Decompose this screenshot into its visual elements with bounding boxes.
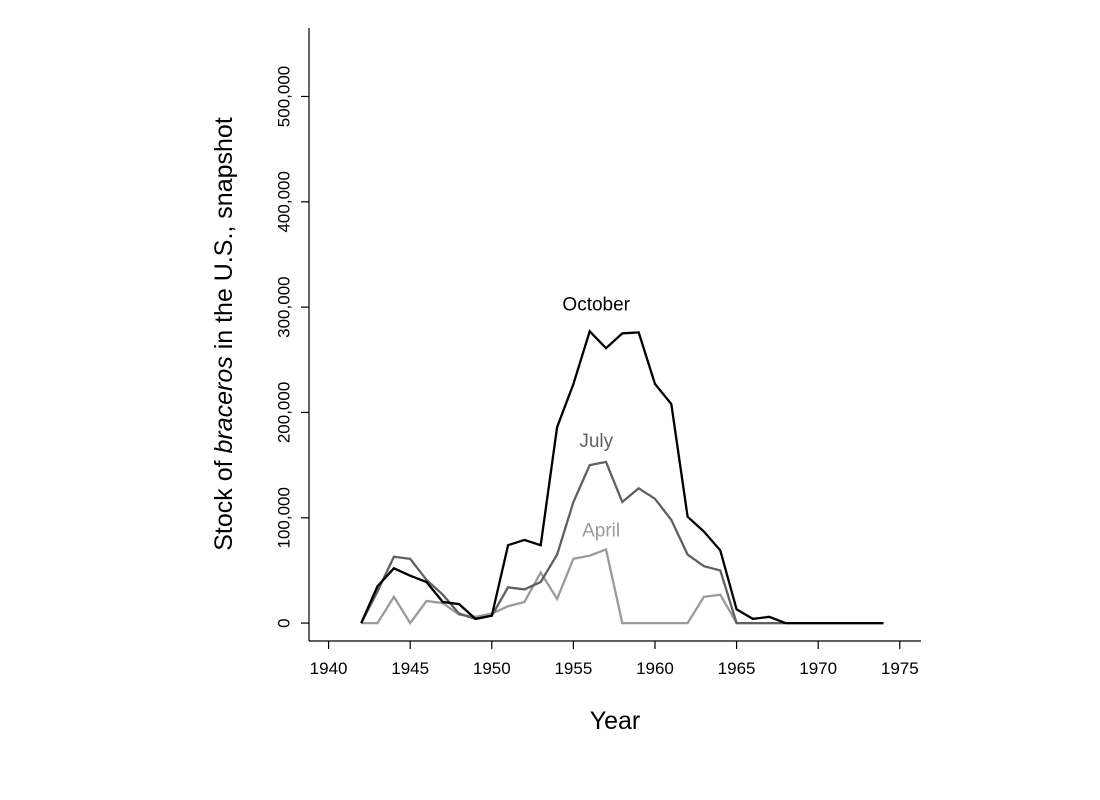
x-tick-label: 1950 <box>473 659 511 678</box>
series-labels: October July April <box>562 294 630 541</box>
y-axis-title: Stock of braceros in the U.S., snapshot <box>210 117 238 551</box>
x-tick-label: 1975 <box>881 659 919 678</box>
y-tick-label: 200,000 <box>274 382 293 443</box>
y-axis-ticks: 0 100,000 200,000 300,000 400,000 500,000 <box>274 66 309 628</box>
x-tick-label: 1970 <box>799 659 837 678</box>
y-tick-label: 400,000 <box>274 171 293 232</box>
y-tick-label: 0 <box>274 618 293 627</box>
plot-area <box>308 28 921 642</box>
x-axis-title: Year <box>590 707 641 735</box>
x-tick-label: 1965 <box>718 659 756 678</box>
series-label-october: October <box>562 294 630 315</box>
x-axis-ticks: 1940 1945 1950 1955 1960 1965 1970 1975 <box>310 641 919 678</box>
x-tick-label: 1955 <box>554 659 592 678</box>
series-label-july: July <box>579 431 613 452</box>
y-tick-label: 300,000 <box>274 276 293 337</box>
x-tick-label: 1940 <box>310 659 348 678</box>
series-lines <box>360 329 884 626</box>
series-line-october <box>360 329 884 625</box>
y-tick-label: 100,000 <box>274 487 293 548</box>
x-tick-label: 1960 <box>636 659 674 678</box>
y-axis-title-part-3: in the U.S., snapshot <box>210 117 238 356</box>
x-tick-label: 1945 <box>391 659 429 678</box>
y-axis-title-italic: braceros <box>210 356 238 453</box>
series-line-april <box>361 547 884 626</box>
y-axis-title-part-1: Stock of <box>210 454 238 551</box>
y-tick-label: 500,000 <box>274 66 293 127</box>
series-label-april: April <box>582 521 620 542</box>
